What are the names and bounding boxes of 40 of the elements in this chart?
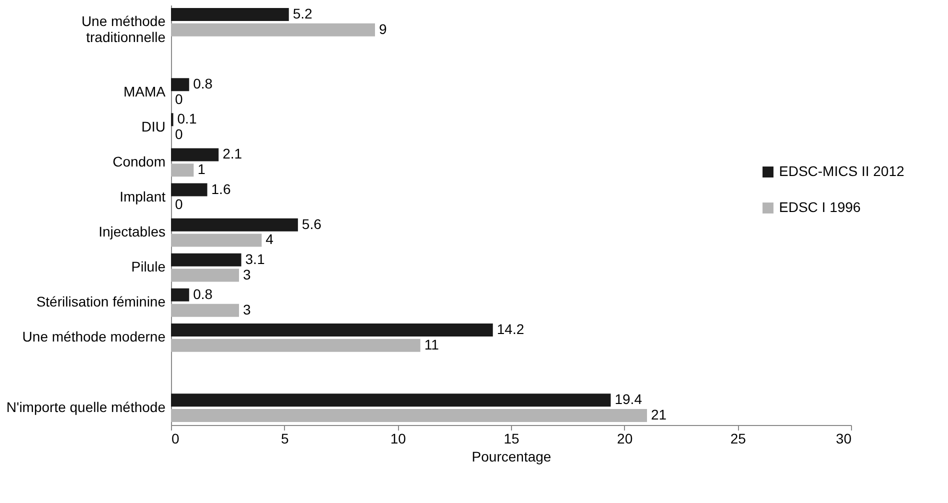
x-tick-label: 10 bbox=[390, 430, 406, 446]
data-label: 14.2 bbox=[496, 320, 524, 337]
data-label: 0.8 bbox=[193, 76, 213, 92]
x-tick-label: 15 bbox=[504, 430, 520, 446]
data-label: 3 bbox=[243, 301, 251, 318]
data-label: 0 bbox=[175, 196, 183, 212]
data-label: 0.1 bbox=[177, 110, 197, 127]
x-tick-label: 25 bbox=[730, 430, 746, 446]
data-label: 2.1 bbox=[222, 146, 242, 162]
x-tick-label: 30 bbox=[836, 430, 852, 446]
y-tick-label: Stérilisation féminine bbox=[36, 294, 166, 310]
x-tick-label: 5 bbox=[280, 430, 289, 446]
y-tick-label: Injectables bbox=[98, 224, 166, 240]
x-tick-label: 20 bbox=[617, 430, 633, 446]
data-label: 4 bbox=[266, 231, 274, 248]
y-tick-label: N'importe quelle méthode bbox=[6, 398, 166, 415]
y-tick-label: DIU bbox=[141, 118, 166, 134]
y-tick-label: Condom bbox=[112, 153, 166, 170]
y-tick-label: MAMA bbox=[124, 83, 166, 100]
data-label: 11 bbox=[424, 336, 440, 352]
data-label: 9 bbox=[379, 20, 387, 37]
data-label: 21 bbox=[651, 406, 667, 423]
legend-label: EDSC I 1996 bbox=[779, 199, 861, 215]
data-label: 19.4 bbox=[614, 391, 642, 408]
y-tick-label: Une méthode moderne bbox=[22, 328, 166, 345]
x-tick-label: 0 bbox=[172, 430, 180, 446]
data-label: 0 bbox=[175, 91, 183, 108]
data-label: 5.6 bbox=[302, 216, 322, 232]
x-axis-title: Pourcentage bbox=[472, 448, 552, 464]
y-tick-label: Implant bbox=[120, 188, 166, 204]
y-tick-label: Pilule bbox=[131, 258, 166, 275]
data-label: 0.8 bbox=[193, 286, 213, 302]
legend-label: EDSC-MICS II 2012 bbox=[779, 163, 904, 179]
data-label: 1 bbox=[198, 161, 206, 178]
data-label: 1.6 bbox=[211, 180, 231, 197]
y-tick-label: Une méthode traditionnelle bbox=[81, 13, 166, 46]
data-label: 3.1 bbox=[245, 250, 265, 267]
data-label: 0 bbox=[175, 126, 183, 142]
data-label: 3 bbox=[243, 266, 251, 282]
data-label: 5.2 bbox=[292, 5, 313, 22]
